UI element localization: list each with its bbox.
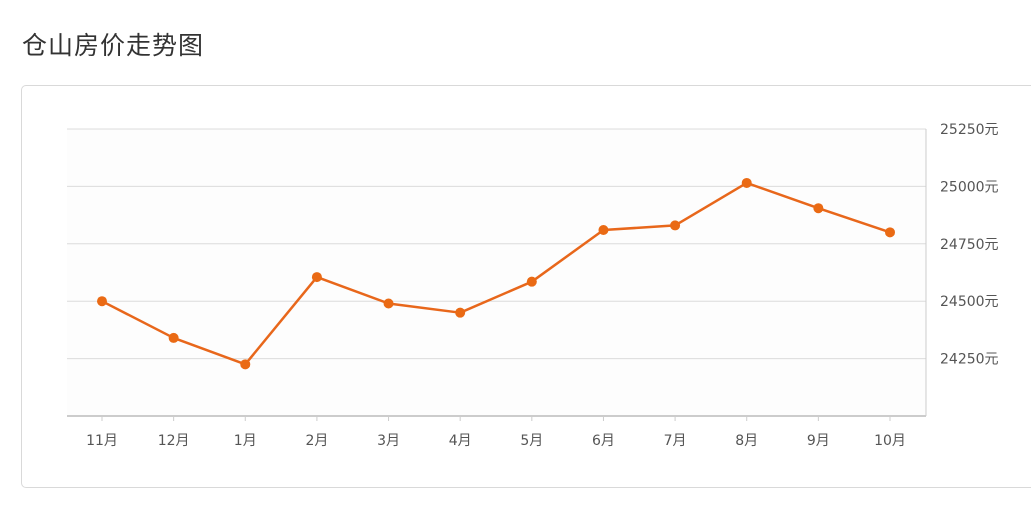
x-tick-label: 3月 <box>377 433 400 449</box>
data-point <box>598 225 609 236</box>
data-point <box>383 298 394 309</box>
page-title: 仓山房价走势图 <box>22 31 205 60</box>
x-tick-label: 12月 <box>158 433 190 449</box>
x-tick-label: 6月 <box>592 433 615 449</box>
series-line <box>101 181 891 366</box>
data-point <box>455 307 466 318</box>
x-tick-label: 10月 <box>874 433 906 449</box>
data-point <box>240 359 251 370</box>
x-tick-label: 4月 <box>449 433 472 449</box>
x-tick-label: 7月 <box>664 433 687 449</box>
data-point <box>168 332 179 343</box>
y-tick-label: 24750元 <box>940 237 999 253</box>
data-point <box>741 177 752 188</box>
data-point <box>885 227 895 238</box>
data-point <box>670 220 681 231</box>
house-price-line-chart: 24250元 24500元 24750元 25000元 25250元 11月 12月 1月 2月… <box>67 122 999 449</box>
data-point <box>813 203 824 214</box>
x-tick-label: 5月 <box>520 433 543 449</box>
x-tick-label: 2月 <box>305 433 328 449</box>
data-point <box>97 296 107 307</box>
chart-card: 24250元 24500元 24750元 25000元 25250元 11月 12月 1月 2月… <box>21 85 1031 488</box>
x-tick-label: 9月 <box>807 433 830 449</box>
x-tick-label: 11月 <box>86 433 118 449</box>
x-tick-label: 1月 <box>234 433 257 449</box>
y-tick-label: 25000元 <box>940 179 999 195</box>
data-point <box>311 272 322 283</box>
y-tick-label: 24250元 <box>940 352 999 368</box>
y-tick-label: 24500元 <box>940 294 999 310</box>
x-tick-label: 8月 <box>735 433 758 449</box>
y-tick-label: 25250元 <box>940 122 999 138</box>
data-point <box>526 276 537 287</box>
plot-area <box>67 129 926 416</box>
